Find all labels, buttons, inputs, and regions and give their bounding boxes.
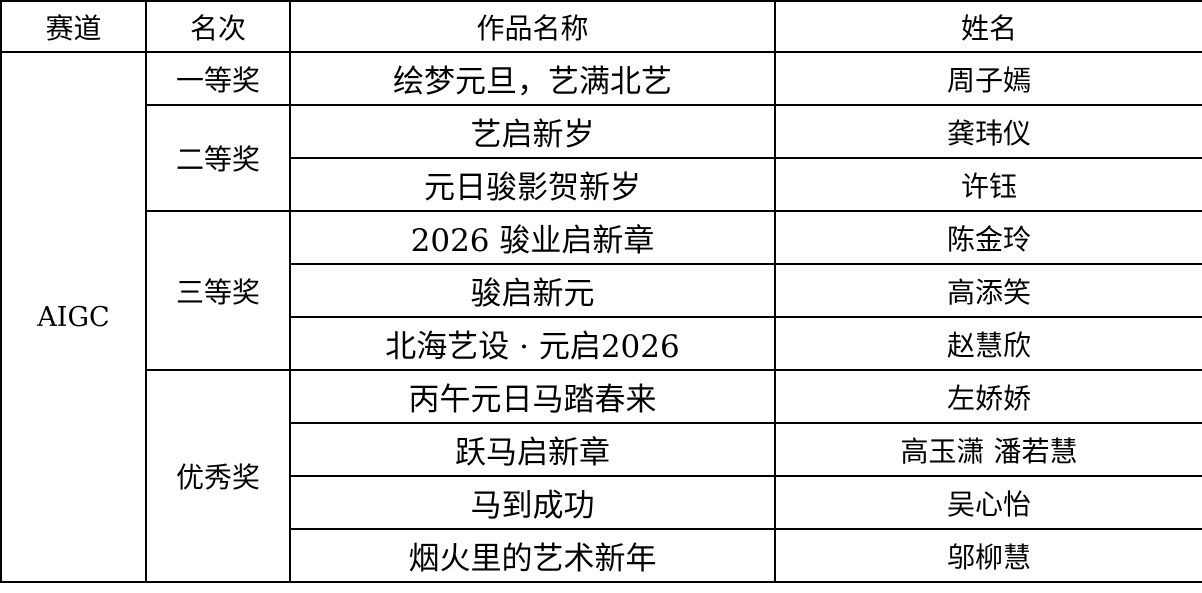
work-title-cell: 烟火里的艺术新年 xyxy=(289,528,776,583)
rank-cell: 三等奖 xyxy=(145,210,291,371)
author-name-cell: 高添笑 xyxy=(774,263,1202,318)
work-title-cell: 2026 骏业启新章 xyxy=(289,210,776,265)
table-row: 元日骏影贺新岁 许钰 xyxy=(1,157,1202,212)
table-row: 马到成功 吴心怡 xyxy=(1,475,1202,530)
table-row: 骏启新元 高添笑 xyxy=(1,263,1202,318)
author-name-cell: 吴心怡 xyxy=(774,475,1202,530)
table-body: AIGC 一等奖 绘梦元旦，艺满北艺 周子嫣 二等奖 艺启新岁 龚玮仪 元日骏影贺新岁 许钰 三等… xyxy=(0,51,1202,583)
table-row: 二等奖 艺启新岁 龚玮仪 xyxy=(1,104,1202,212)
header-name: 姓名 xyxy=(774,0,1202,53)
rank-cell: 二等奖 xyxy=(145,104,291,212)
header-rank: 名次 xyxy=(145,0,291,53)
author-name-cell: 龚玮仪 xyxy=(774,104,1202,159)
table-row: 烟火里的艺术新年 邬柳慧 xyxy=(1,528,1202,583)
author-name-cell: 陈金玲 xyxy=(774,210,1202,265)
work-title-cell: 跃马启新章 xyxy=(289,422,776,477)
author-name-cell: 赵慧欣 xyxy=(774,316,1202,371)
work-title-cell: 绘梦元旦，艺满北艺 xyxy=(289,51,776,106)
work-title-cell: 艺启新岁 xyxy=(289,104,776,159)
table-row: 三等奖 2026 骏业启新章 陈金玲 xyxy=(1,210,1202,371)
work-title-cell: 马到成功 xyxy=(289,475,776,530)
header-title: 作品名称 xyxy=(289,0,776,53)
author-name-cell: 许钰 xyxy=(774,157,1202,212)
work-title-cell: 骏启新元 xyxy=(289,263,776,318)
author-name-cell: 高玉潇 潘若慧 xyxy=(774,422,1202,477)
work-title-cell: 北海艺设 · 元启2026 xyxy=(289,316,776,371)
header-row: 赛道 名次 作品名称 姓名 xyxy=(0,0,1202,53)
work-title-cell: 元日骏影贺新岁 xyxy=(289,157,776,212)
rank-cell: 优秀奖 xyxy=(145,369,291,583)
rank-cell: 一等奖 xyxy=(145,51,291,106)
work-title-cell: 丙午元日马踏春来 xyxy=(289,369,776,424)
table-row: 北海艺设 · 元启2026 赵慧欣 xyxy=(1,316,1202,371)
author-name-cell: 周子嫣 xyxy=(774,51,1202,106)
table-row: 跃马启新章 高玉潇 潘若慧 xyxy=(1,422,1202,477)
author-name-cell: 邬柳慧 xyxy=(774,528,1202,583)
table-row: 优秀奖 丙午元日马踏春来 左娇娇 xyxy=(1,369,1202,583)
track-cell: AIGC xyxy=(0,51,147,583)
author-name-cell: 左娇娇 xyxy=(774,369,1202,424)
header-track: 赛道 xyxy=(0,0,147,53)
table-row: AIGC 一等奖 绘梦元旦，艺满北艺 周子嫣 xyxy=(0,51,1202,583)
